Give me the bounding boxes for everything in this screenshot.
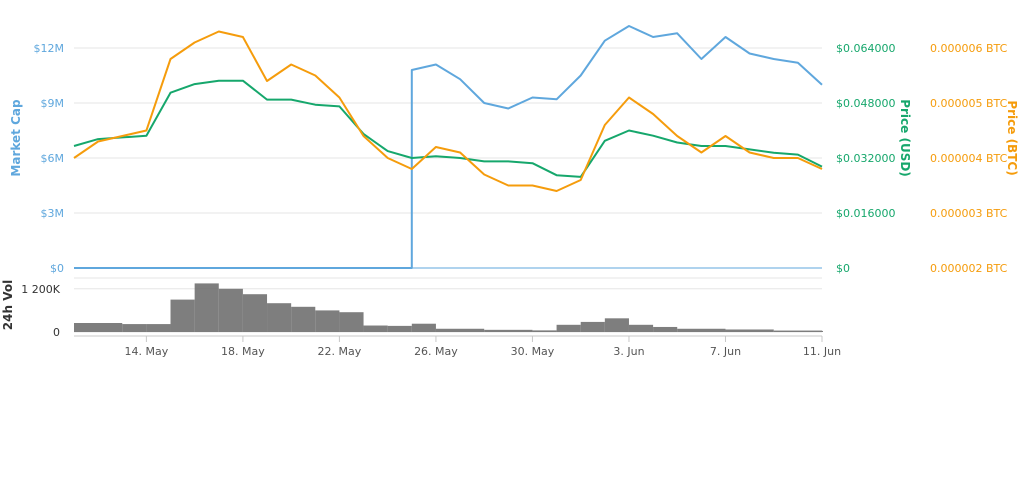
volume-bar [122,324,147,332]
x-tick-label: 26. May [414,345,458,358]
volume-bar [484,329,533,332]
price-usd-tick-label: $0.064000 [836,42,896,55]
price-usd-line [73,79,823,178]
volume-bar [435,328,485,332]
volume-bar [532,330,557,332]
x-tick-label: 11. Jun [803,345,841,358]
volume-bar [628,324,654,332]
volume-bar [677,328,726,332]
market-cap-tick-label: $3M [41,207,65,220]
price-btc-tick-label: 0.000002 BTC [930,262,1008,275]
volume-bar [604,318,629,332]
volume-bar [653,326,678,332]
price-usd-tick-label: $0.016000 [836,207,896,220]
x-tick-label: 14. May [125,345,169,358]
volume-bar [267,303,292,332]
price-btc-tick-label: 0.000006 BTC [930,42,1008,55]
price-btc-axis-title: Price (BTC) [1005,100,1019,175]
market-cap-tick-label: $0 [50,262,64,275]
volume-bar [580,321,605,332]
volume-bar [387,325,412,332]
volume-bar [242,294,268,332]
volume-bar [291,306,316,332]
x-tick-label: 7. Jun [710,345,741,358]
market-cap-line [74,25,823,269]
x-tick-label: 18. May [221,345,265,358]
volume-bar [74,323,123,332]
volume-axis-title: 24h Vol [1,280,15,330]
volume-bar [822,330,823,332]
volume-bar [315,310,340,332]
price-usd-axis-title: Price (USD) [898,99,912,177]
price-btc-line [73,30,823,192]
volume-bar [411,323,436,332]
volume-tick-label: 1 200K [21,283,60,296]
market-cap-tick-label: $12M [34,42,65,55]
volume-bar [363,325,388,332]
x-tick-label: 22. May [318,345,362,358]
volume-bar [146,324,171,332]
price-btc-tick-label: 0.000004 BTC [930,152,1008,165]
volume-bar [339,312,364,332]
price-btc-tick-label: 0.000005 BTC [930,97,1008,110]
price-usd-tick-label: $0.048000 [836,97,896,110]
x-tick-label: 3. Jun [613,345,644,358]
volume-bar [773,330,822,332]
x-tick-label: 30. May [511,345,555,358]
volume-tick-label: 0 [53,326,60,339]
volume-bar [170,299,195,332]
price-usd-tick-label: $0.032000 [836,152,896,165]
market-cap-tick-label: $9M [41,97,65,110]
price-btc-tick-label: 0.000003 BTC [930,207,1008,220]
market-cap-tick-label: $6M [41,152,65,165]
volume-bar [218,288,243,332]
volume-bars [74,283,823,332]
volume-bar [556,324,581,332]
market-cap-axis-title: Market Cap [9,99,23,177]
series-lines [73,25,823,269]
volume-bar [194,283,219,332]
tick-labels: $0 $3M $6M $9M $12M $0 $0.016000 $0.032000 $0.04… [21,42,1007,358]
price-usd-tick-label: $0 [836,262,850,275]
volume-bar [725,329,774,332]
